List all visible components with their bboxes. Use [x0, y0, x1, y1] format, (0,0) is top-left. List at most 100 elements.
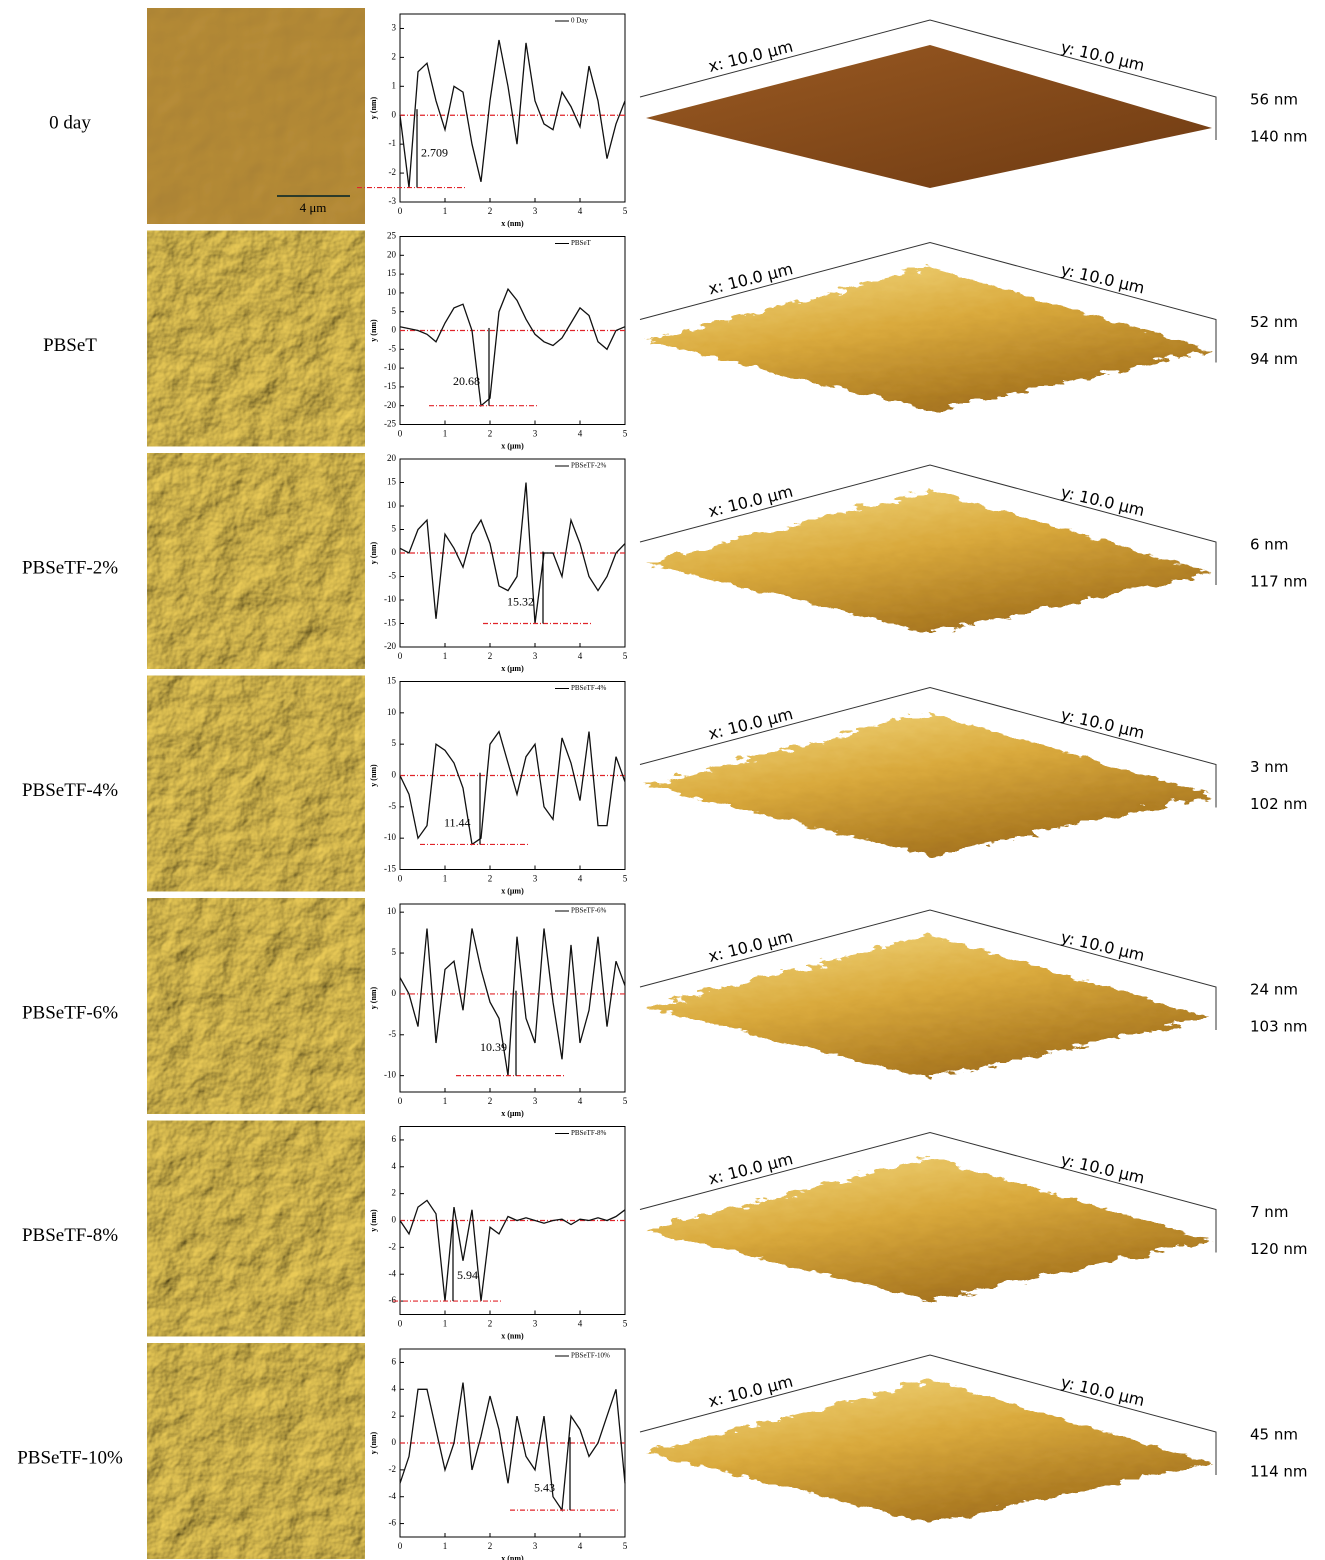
- y-tick-label: 0: [392, 988, 397, 998]
- x-tick-label: 3: [533, 429, 538, 439]
- legend-label: PBSeTF-4%: [571, 684, 607, 692]
- x-axis-label: x (nm): [501, 1331, 524, 1340]
- surface-bottom-label: 103 nm: [1250, 1018, 1308, 1036]
- y-tick-label: -10: [384, 832, 396, 842]
- afm-image: [147, 676, 365, 892]
- x-tick-label: 0: [398, 874, 403, 884]
- y-axis-label: y (nm): [369, 96, 378, 119]
- y-axis-label: y (nm): [369, 541, 378, 564]
- x-tick-label: 5: [623, 206, 628, 216]
- y-tick-label: 10: [387, 500, 397, 510]
- x-tick-label: 3: [533, 206, 538, 216]
- y-tick-label: -10: [384, 362, 396, 372]
- x-tick-label: 1: [443, 874, 448, 884]
- row-label: PBSeT: [43, 335, 97, 356]
- x-tick-label: 5: [623, 651, 628, 661]
- y-tick-label: 2: [392, 51, 397, 61]
- x-tick-label: 5: [623, 1541, 628, 1551]
- y-tick-label: -2: [389, 1464, 397, 1474]
- depth-label: 20.68: [453, 374, 480, 388]
- y-tick-label: -2: [389, 1241, 397, 1251]
- surface-x-label: x: 10.0 μm: [706, 1149, 794, 1188]
- afm-image: [147, 8, 365, 224]
- surface-top-label: 24 nm: [1250, 981, 1298, 999]
- surface-x-label: x: 10.0 μm: [706, 37, 794, 76]
- y-tick-label: 20: [387, 249, 397, 259]
- surface-y-label: y: 10.0 μm: [1059, 1150, 1146, 1188]
- y-tick-label: -4: [389, 1491, 397, 1501]
- x-tick-label: 3: [533, 1319, 538, 1329]
- x-tick-label: 4: [578, 206, 583, 216]
- x-tick-label: 2: [488, 651, 493, 661]
- x-tick-label: 3: [533, 651, 538, 661]
- depth-label: 10.39: [480, 1040, 507, 1054]
- y-tick-label: -5: [389, 1029, 397, 1039]
- y-tick-label: 2: [392, 1188, 397, 1198]
- y-tick-label: 0: [392, 109, 397, 119]
- depth-label: 15.32: [507, 594, 534, 608]
- surface-x-label: x: 10.0 μm: [706, 704, 794, 743]
- y-tick-label: 5: [392, 306, 397, 316]
- y-tick-label: -5: [389, 571, 397, 581]
- afm-image: [147, 1121, 365, 1337]
- y-tick-label: 15: [387, 676, 397, 686]
- y-tick-label: 15: [387, 268, 397, 278]
- x-tick-label: 4: [578, 651, 583, 661]
- x-tick-label: 1: [443, 1541, 448, 1551]
- row-label: 0 day: [49, 112, 91, 133]
- y-tick-label: 3: [392, 23, 397, 33]
- surface-top-label: 3 nm: [1250, 758, 1288, 776]
- y-tick-label: -20: [384, 641, 396, 651]
- x-tick-label: 5: [623, 1319, 628, 1329]
- y-axis-label: y (nm): [369, 986, 378, 1009]
- y-axis-label: y (nm): [369, 319, 378, 342]
- y-tick-label: -15: [384, 381, 396, 391]
- x-axis-label: x (μm): [501, 886, 524, 895]
- row-label: PBSeTF-10%: [17, 1447, 123, 1468]
- row-label: PBSeTF-2%: [22, 557, 118, 578]
- surface-bottom-label: 117 nm: [1250, 573, 1308, 591]
- legend-label: PBSeTF-8%: [571, 1129, 607, 1137]
- y-tick-label: 0: [392, 547, 397, 557]
- y-tick-label: 5: [392, 947, 397, 957]
- legend-label: PBSeTF-6%: [571, 907, 607, 915]
- figure: 0 day4 μm-3-2-10123012345x (nm)y (nm)0 D…: [0, 0, 1325, 1560]
- surface-top-label: 56 nm: [1250, 91, 1298, 109]
- y-tick-label: -2: [389, 167, 397, 177]
- depth-label: 2.709: [421, 145, 448, 159]
- x-tick-label: 2: [488, 1541, 493, 1551]
- surface-y-label: y: 10.0 μm: [1059, 1372, 1146, 1410]
- x-axis-label: x (μm): [501, 1109, 524, 1118]
- y-tick-label: -15: [384, 618, 396, 628]
- y-axis-label: y (nm): [369, 1209, 378, 1232]
- y-tick-label: 4: [392, 1161, 397, 1171]
- x-tick-label: 2: [488, 206, 493, 216]
- surface-y-label: y: 10.0 μm: [1059, 260, 1146, 298]
- x-tick-label: 4: [578, 1541, 583, 1551]
- depth-label: 5.94: [457, 1268, 478, 1282]
- y-tick-label: -20: [384, 400, 396, 410]
- depth-label: 5.43: [534, 1481, 555, 1495]
- x-tick-label: 3: [533, 874, 538, 884]
- x-axis-label: x (nm): [501, 219, 524, 228]
- x-tick-label: 0: [398, 1096, 403, 1106]
- surface-bottom-label: 114 nm: [1250, 1463, 1308, 1481]
- y-tick-label: 5: [392, 524, 397, 534]
- y-tick-label: 20: [387, 453, 397, 463]
- y-axis-label: y (nm): [369, 1431, 378, 1454]
- y-tick-label: -3: [389, 196, 397, 206]
- surface-y-label: y: 10.0 μm: [1059, 482, 1146, 520]
- x-tick-label: 5: [623, 1096, 628, 1106]
- surface-bottom-label: 102 nm: [1250, 795, 1308, 813]
- x-tick-label: 1: [443, 651, 448, 661]
- y-tick-label: -5: [389, 343, 397, 353]
- surface-y-label: y: 10.0 μm: [1059, 37, 1146, 75]
- surface-top-label: 45 nm: [1250, 1426, 1298, 1444]
- y-tick-label: -6: [389, 1295, 397, 1305]
- legend-label: PBSeTF-10%: [571, 1352, 610, 1360]
- y-tick-label: 0: [392, 1437, 397, 1447]
- afm-image: [147, 898, 365, 1114]
- surface-y-label: y: 10.0 μm: [1059, 927, 1146, 965]
- x-tick-label: 2: [488, 874, 493, 884]
- afm-image: [147, 453, 365, 669]
